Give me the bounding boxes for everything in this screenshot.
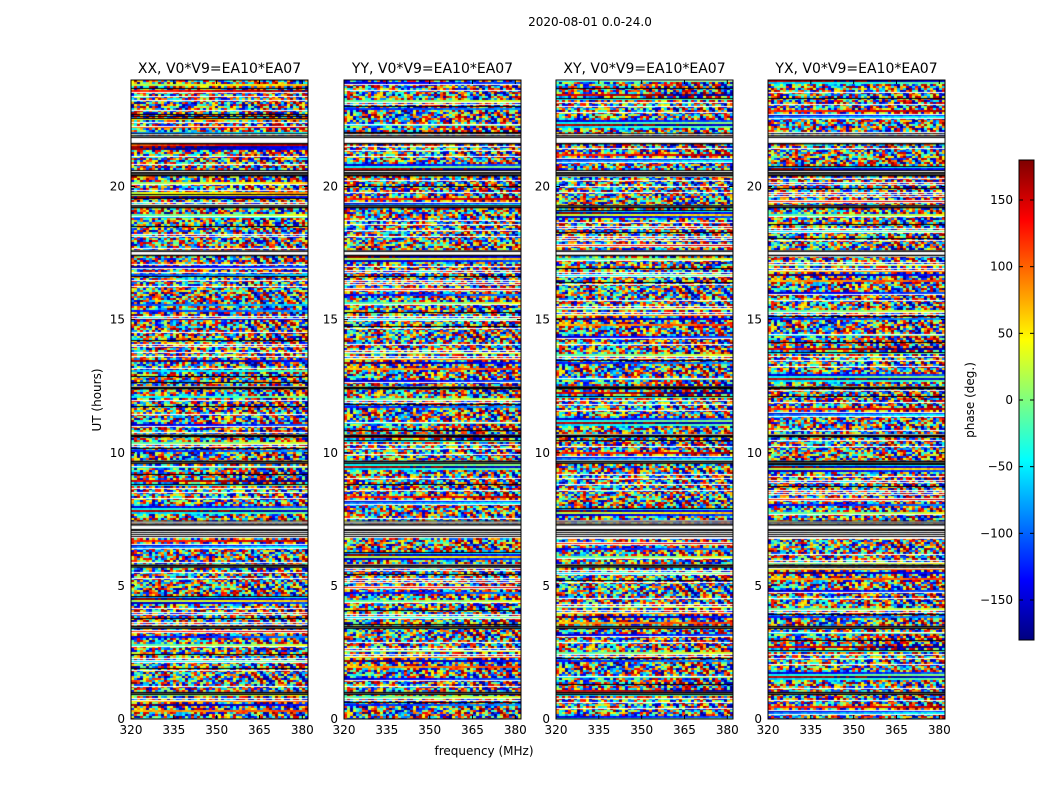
y-tick-label: 10 (535, 446, 550, 460)
colorbar-tick-label: −100 (980, 526, 1013, 540)
y-tick-label: 15 (323, 313, 338, 327)
y-tick-label: 15 (747, 313, 762, 327)
panel-title: XX, V0*V9=EA10*EA07 (138, 61, 301, 77)
y-tick-label: 0 (330, 712, 338, 726)
y-axis-label: UT (hours) (90, 368, 104, 431)
phase-heatmap (556, 80, 733, 719)
x-tick-label: 350 (842, 723, 865, 737)
x-tick-label: 335 (587, 723, 610, 737)
panel-3: XY, V0*V9=EA10*EA07 320 335 350 365 380 0 5 10 15… (535, 61, 739, 737)
colorbar-tick-label: 50 (998, 326, 1013, 340)
y-tick-label: 0 (754, 712, 762, 726)
y-tick-label: 5 (117, 579, 125, 593)
y-tick-label: 15 (535, 313, 550, 327)
x-tick-label: 350 (205, 723, 228, 737)
x-tick-label: 335 (375, 723, 398, 737)
x-tick-label: 365 (885, 723, 908, 737)
x-tick-label: 365 (461, 723, 484, 737)
colorbar-label: phase (deg.) (963, 362, 977, 438)
y-tick-label: 20 (535, 180, 550, 194)
colorbar-tick-label: −150 (980, 593, 1013, 607)
y-tick-label: 15 (110, 313, 125, 327)
colorbar: −150 −100 −50 0 50 100 150 phase (deg.) (963, 159, 1035, 641)
y-tick-label: 20 (747, 180, 762, 194)
x-tick-label: 380 (504, 723, 527, 737)
y-tick-label: 10 (323, 446, 338, 460)
figure-title: 2020-08-01 0.0-24.0 (528, 15, 652, 29)
x-tick-label: 320 (333, 723, 356, 737)
x-tick-label: 365 (248, 723, 271, 737)
x-tick-label: 350 (630, 723, 653, 737)
panels: XX, V0*V9=EA10*EA07 320 335 350 365 380 0 5 10 15… (110, 61, 951, 737)
phase-heatmap (131, 80, 308, 719)
plot-frame (767, 79, 946, 720)
x-tick-label: 365 (673, 723, 696, 737)
x-tick-label: 350 (418, 723, 441, 737)
x-tick-label: 320 (545, 723, 568, 737)
y-tick-label: 10 (110, 446, 125, 460)
colorbar-tick-label: −50 (988, 460, 1013, 474)
y-tick-label: 5 (330, 579, 338, 593)
x-tick-label: 380 (716, 723, 739, 737)
y-tick-label: 5 (754, 579, 762, 593)
y-tick-label: 5 (542, 579, 550, 593)
colorbar-tick-label: 100 (990, 260, 1013, 274)
panel-title: YY, V0*V9=EA10*EA07 (351, 61, 513, 77)
x-tick-label: 335 (162, 723, 185, 737)
panel-2: YY, V0*V9=EA10*EA07 320 335 350 365 380 0 5 10 15… (323, 61, 527, 737)
y-tick-label: 10 (747, 446, 762, 460)
x-tick-label: 380 (928, 723, 951, 737)
plot-frame (343, 79, 522, 720)
colorbar-tick-label: 150 (990, 193, 1013, 207)
x-tick-label: 380 (291, 723, 314, 737)
plot-frame (130, 79, 309, 720)
x-tick-label: 320 (120, 723, 143, 737)
colorbar-tick-label: 0 (1005, 393, 1013, 407)
panel-title: XY, V0*V9=EA10*EA07 (563, 61, 725, 77)
panel-title: YX, V0*V9=EA10*EA07 (774, 61, 937, 77)
y-tick-label: 20 (110, 180, 125, 194)
panel-1: XX, V0*V9=EA10*EA07 320 335 350 365 380 0 5 10 15… (110, 61, 314, 737)
x-axis-label: frequency (MHz) (434, 744, 533, 758)
panel-4: YX, V0*V9=EA10*EA07 320 335 350 365 380 0 5 10 15… (747, 61, 951, 737)
y-tick-label: 0 (542, 712, 550, 726)
plot-frame (555, 79, 734, 720)
x-tick-label: 335 (799, 723, 822, 737)
y-tick-label: 0 (117, 712, 125, 726)
phase-heatmap (344, 80, 521, 719)
y-tick-label: 20 (323, 180, 338, 194)
x-tick-label: 320 (757, 723, 780, 737)
phase-heatmap (768, 80, 945, 719)
